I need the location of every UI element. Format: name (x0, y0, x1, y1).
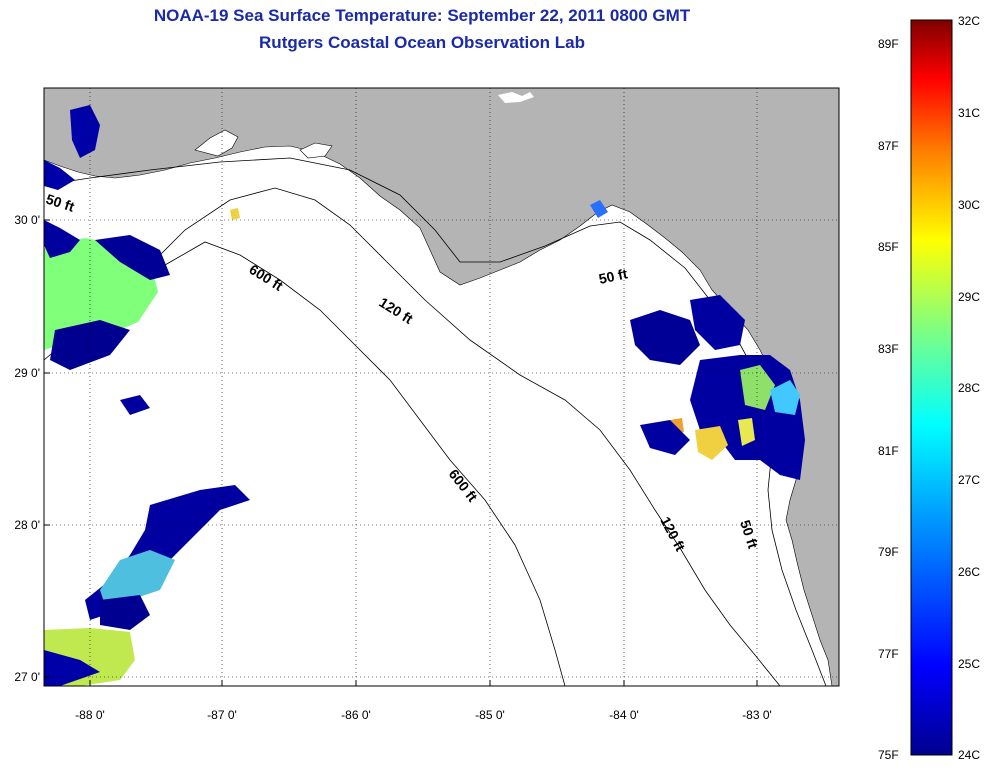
sst-patch (630, 310, 700, 365)
sst-patch (690, 355, 805, 480)
colorbar-c-label: 29C (958, 290, 981, 304)
contour-label: 50 ft (597, 265, 629, 287)
x-tick-label: -84 0' (609, 708, 639, 722)
x-tick-label: -87 0' (207, 708, 237, 722)
colorbar-c-label: 30C (958, 198, 981, 212)
colorbar-c-label: 24C (958, 748, 981, 762)
colorbar-c-label: 26C (958, 565, 981, 579)
sst-patch (100, 550, 175, 605)
island (498, 92, 534, 103)
contour-50ft (44, 157, 827, 686)
colorbar-c-label: 31C (958, 106, 981, 120)
colorbar (910, 19, 953, 756)
grid (44, 88, 839, 686)
sst-patch (70, 105, 100, 158)
sst-patch (230, 208, 240, 220)
sst-patch (690, 295, 745, 350)
y-tick-label: 28 0' (14, 518, 40, 532)
y-tick-label: 29 0' (14, 366, 40, 380)
x-tick-label: -85 0' (475, 708, 505, 722)
sst-patch (770, 380, 800, 415)
map-subtitle: Rutgers Coastal Ocean Observation Lab (259, 33, 585, 52)
colorbar-c-label: 28C (958, 381, 981, 395)
x-tick-label: -83 0' (742, 708, 772, 722)
colorbar-f-label: 89F (878, 37, 899, 51)
colorbar-c-label: 32C (958, 14, 981, 28)
colorbar-f-label: 85F (878, 240, 899, 254)
sst-patch (695, 426, 728, 460)
plot-frame (43, 87, 840, 687)
x-tick-label: -88 0' (75, 708, 105, 722)
sst-data (44, 105, 805, 686)
colorbar-f-label: 77F (878, 647, 899, 661)
sst-patch (44, 220, 80, 258)
sst-patch (100, 595, 150, 630)
sst-patch (738, 418, 755, 446)
sst-patch (120, 395, 150, 415)
map-title: NOAA-19 Sea Surface Temperature: Septemb… (153, 6, 691, 25)
sst-patch (590, 200, 608, 218)
colorbar-f-label: 75F (878, 748, 899, 762)
sst-patch (640, 420, 690, 455)
x-tick-marks (44, 219, 758, 686)
bay (194, 129, 239, 157)
colorbar-c-label: 27C (958, 473, 981, 487)
sst-patch (740, 365, 775, 410)
colorbar-f-label: 79F (878, 545, 899, 559)
x-tick-label: -86 0' (341, 708, 371, 722)
colorbar-c-label: 25C (958, 657, 981, 671)
y-tick-label: 30 0' (14, 213, 40, 227)
y-tick-label: 27 0' (14, 670, 40, 684)
sst-patch (44, 160, 75, 190)
bay (299, 142, 333, 159)
colorbar-f-label: 87F (878, 139, 899, 153)
sst-patch (44, 650, 100, 686)
colorbar-f-label: 83F (878, 342, 899, 356)
colorbar-f-label: 81F (878, 444, 899, 458)
sst-patch (95, 235, 170, 280)
